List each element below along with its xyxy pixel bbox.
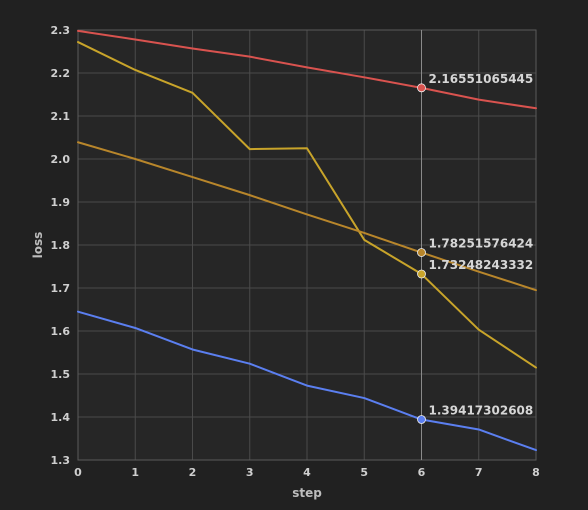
- y-tick-label: 2.2: [51, 67, 71, 80]
- x-tick-label: 0: [74, 466, 82, 479]
- hover-value-label-0: 2.16551065445: [429, 72, 534, 86]
- x-tick-label: 8: [532, 466, 540, 479]
- x-tick-label: 1: [131, 466, 139, 479]
- hover-marker-1: [417, 269, 426, 279]
- hover-value-label-2: 1.78251576424: [429, 237, 534, 251]
- hover-value-label-1: 1.73248243332: [429, 258, 534, 272]
- y-axis-title: loss: [31, 232, 45, 259]
- y-tick-label: 2.1: [51, 110, 71, 123]
- hover-value-label-3: 1.39417302608: [429, 404, 534, 418]
- y-tick-layer: 1.3 1.4 1.5 1.6 1.7 1.8 1.9 2.0 2.1 2.2 2.3: [51, 24, 71, 467]
- hover-marker-2: [417, 248, 426, 257]
- x-tick-label: 4: [303, 466, 311, 479]
- y-tick-label: 1.4: [51, 411, 71, 424]
- x-tick-label: 6: [418, 466, 426, 479]
- series-line-0: [77, 29, 537, 110]
- y-tick-label: 1.6: [51, 325, 71, 338]
- x-axis-title: step: [292, 486, 322, 500]
- y-tick-label: 1.3: [51, 454, 71, 467]
- x-tick-label: 7: [475, 466, 483, 479]
- hover-marker-0: [417, 83, 426, 93]
- hover-marker-layer: 2.16551065445 1.78251576424 1.73248243332 1…: [417, 72, 534, 424]
- x-tick-label: 5: [360, 466, 368, 479]
- series-line-2: [77, 141, 537, 292]
- series-line-1: [77, 41, 537, 369]
- y-tick-label: 1.8: [51, 239, 71, 252]
- y-tick-label: 1.7: [51, 282, 71, 295]
- y-tick-label: 2.0: [51, 153, 71, 166]
- series-line-3: [77, 310, 537, 452]
- series-layer: [77, 29, 537, 452]
- plot-border: [77, 29, 537, 461]
- x-tick-label: 2: [189, 466, 197, 479]
- y-tick-label: 1.5: [51, 368, 71, 381]
- x-tick-layer: 0 1 2 3 4 5 6 7 8: [74, 466, 540, 479]
- y-tick-label: 2.3: [51, 24, 71, 37]
- x-tick-label: 3: [246, 466, 254, 479]
- y-tick-label: 1.9: [51, 196, 71, 209]
- hover-marker-3: [417, 415, 426, 424]
